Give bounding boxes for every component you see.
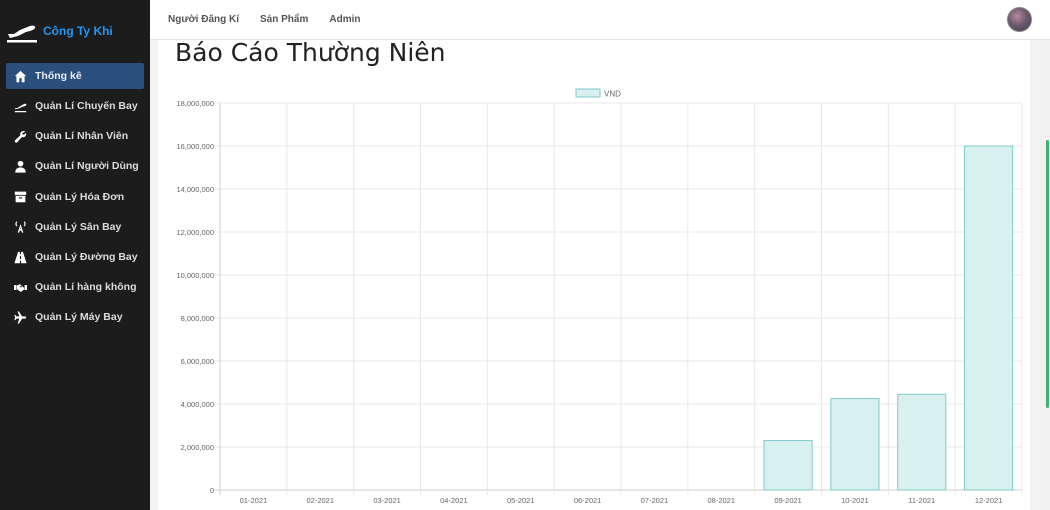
sidebar-item-label: Quản Lý Máy Bay [35,311,123,324]
nav-link-admin[interactable]: Admin [329,14,361,25]
sidebar-item-label: Quản Lí hàng không [35,281,137,294]
scrollbar-track[interactable] [1040,40,1050,510]
bar-10-2021 [830,398,880,491]
handshake-icon [11,280,29,294]
scrollbar-thumb[interactable] [1046,140,1049,408]
bar-chart: VND 0 2,000,000 4,000,000 6,000,000 8,000,000… [176,88,1023,505]
nav-link-san-pham[interactable]: Sản Phẩm [260,14,309,25]
legend-label: VND [604,90,621,99]
sidebar-item-label: Quản Lí Người Dùng [35,160,139,173]
y-tick-label: 14,000,000 [176,185,214,194]
sidebar-item-thong-ke[interactable]: Thống kê [6,63,144,89]
sidebar-item-label: Quản Lí Nhân Viên [35,130,129,143]
y-tick-label: 10,000,000 [176,271,214,280]
home-icon [11,69,29,83]
sidebar-item-label: Quản Lý Sân Bay [35,220,122,233]
sidebar-item-quan-ly-san-bay[interactable]: Quản Lý Sân Bay [6,212,144,242]
brand[interactable]: Công Ty Khi [0,0,150,60]
sidebar-item-quan-li-hang-khong[interactable]: Quản Lí hàng không [6,272,144,302]
airplane-logo-icon [7,25,37,43]
nav-link-nguoi-dang-ki[interactable]: Người Đăng Kí [168,14,240,25]
sidebar-item-label: Quản Lý Hóa Đơn [35,190,125,203]
x-tick-label: 05-2021 [507,496,535,505]
sidebar-item-quan-li-nhan-vien[interactable]: Quản Lí Nhân Viên [6,121,144,151]
y-tick-label: 18,000,000 [176,99,214,108]
bar-11-2021 [897,393,947,491]
sidebar-item-quan-ly-may-bay[interactable]: Quản Lý Máy Bay [6,302,144,332]
legend-swatch [575,88,601,98]
page-title: Báo Cáo Thường Niên [175,38,446,67]
plane-departure-icon [11,99,29,113]
y-tick-label: 8,000,000 [181,314,214,323]
sidebar-item-quan-ly-hoa-don[interactable]: Quản Lý Hóa Đơn [6,182,144,212]
y-tick-label: 4,000,000 [181,400,214,409]
y-tick-label: 12,000,000 [176,228,214,237]
sidebar: Công Ty Khi Thống kê Quản Lí Chuyến Bay … [0,0,150,510]
sidebar-item-quan-li-chuyen-bay[interactable]: Quản Lí Chuyến Bay [6,91,144,121]
x-tick-label: 12-2021 [975,496,1003,505]
y-tick-label: 0 [210,486,214,495]
user-icon [11,159,29,173]
x-tick-label: 10-2021 [841,496,869,505]
bar-09-2021 [763,440,813,491]
sidebar-item-quan-li-nguoi-dung[interactable]: Quản Lí Người Dùng [6,151,144,181]
broadcast-tower-icon [11,220,29,234]
brand-name: Công Ty Khi [43,24,113,38]
x-tick-label: 03-2021 [373,496,401,505]
x-tick-label: 06-2021 [574,496,602,505]
y-tick-label: 2,000,000 [181,443,214,452]
avatar[interactable] [1007,7,1032,32]
sidebar-menu: Thống kê Quản Lí Chuyến Bay Quản Lí Nhân… [6,63,144,333]
archive-icon [11,190,29,204]
x-tick-label: 02-2021 [306,496,334,505]
x-tick-label: 11-2021 [908,496,935,505]
sidebar-item-label: Quản Lý Đường Bay [35,251,138,264]
plane-icon [11,310,29,324]
road-icon [11,250,29,264]
sidebar-item-quan-ly-duong-bay[interactable]: Quản Lý Đường Bay [6,242,144,272]
x-tick-label: 08-2021 [707,496,735,505]
wrench-icon [11,129,29,143]
y-tick-label: 16,000,000 [176,142,214,151]
x-tick-label: 09-2021 [774,496,802,505]
x-tick-label: 04-2021 [440,496,468,505]
sidebar-item-label: Quản Lí Chuyến Bay [35,100,138,113]
bar-12-2021 [964,145,1014,491]
y-tick-label: 6,000,000 [181,357,214,366]
x-tick-label: 01-2021 [240,496,268,505]
sidebar-item-label: Thống kê [35,70,82,82]
topbar: Người Đăng Kí Sản Phẩm Admin [150,0,1050,40]
x-tick-label: 07-2021 [641,496,669,505]
top-nav: Người Đăng Kí Sản Phẩm Admin [168,14,381,25]
